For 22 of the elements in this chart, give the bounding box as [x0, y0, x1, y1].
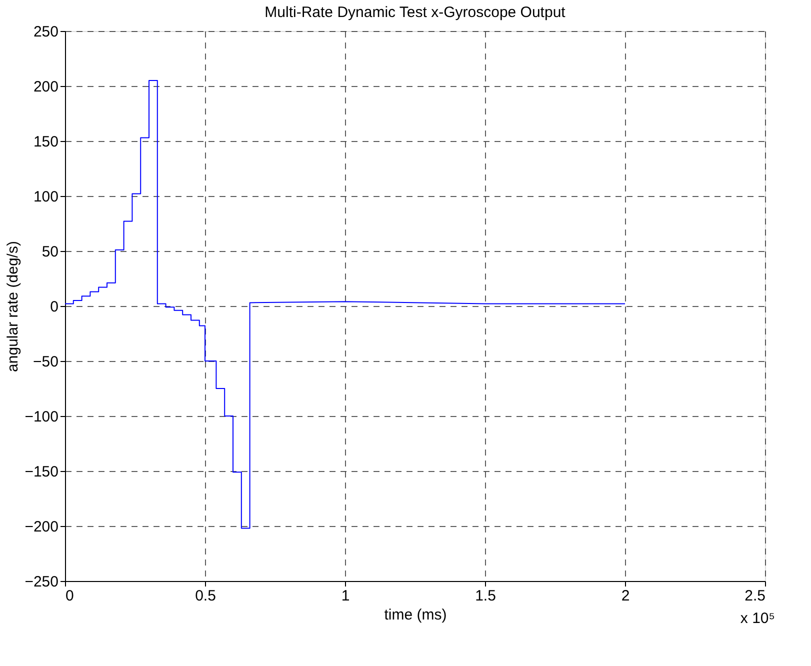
- y-tick-label: −100: [24, 408, 58, 426]
- text: x 10⁵: [740, 610, 775, 627]
- x-tick-label: 2.5: [744, 588, 766, 604]
- y-axis-title: angular rate (deg/s): [4, 241, 22, 372]
- x-tick-label: 1.5: [475, 588, 496, 604]
- y-tick-label: −250: [24, 574, 58, 590]
- chart-title: Multi-Rate Dynamic Test x-Gyroscope Output: [264, 4, 566, 21]
- y-tick-label: 0: [50, 298, 58, 316]
- y-tick-label: 200: [33, 78, 58, 96]
- y-tick-label: −150: [24, 464, 58, 480]
- line-series: [64, 80, 626, 529]
- x-tick-label: 2: [621, 588, 630, 604]
- x-tick-label: 0: [66, 588, 74, 604]
- y-tick-label: −50: [33, 354, 58, 370]
- y-tick-label: 150: [33, 134, 58, 150]
- x-axis-title: time (ms): [384, 606, 447, 624]
- y-tick-label: −200: [24, 518, 58, 536]
- y-tick-label: 250: [33, 24, 58, 40]
- x-tick-label: 1: [341, 588, 350, 604]
- y-tick-label: 100: [33, 188, 58, 206]
- y-tick-label: 50: [42, 244, 58, 260]
- x-tick-label: 0.5: [195, 588, 216, 604]
